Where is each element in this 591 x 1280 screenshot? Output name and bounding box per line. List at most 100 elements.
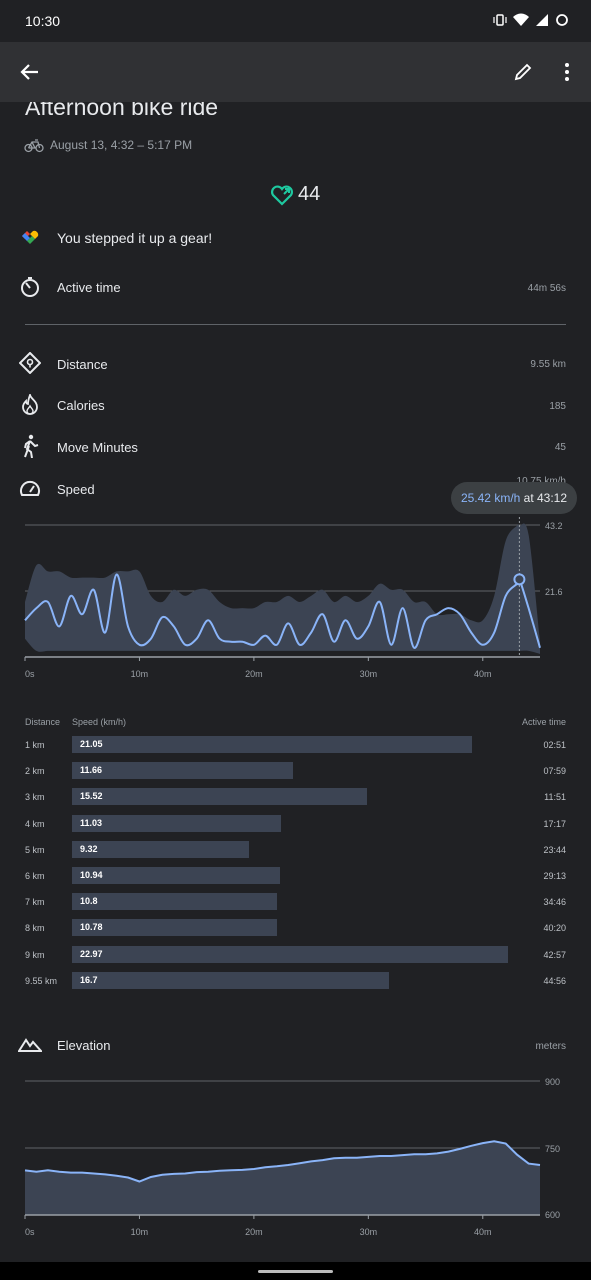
pencil-icon (514, 63, 532, 81)
speed-xtick-label: 20m (245, 669, 263, 679)
speed-xtick-label: 0s (25, 669, 35, 679)
status-bar: 10:30 (0, 0, 591, 42)
split-speed-value: 10.8 (80, 896, 98, 907)
active-time-value: 44m 56s (527, 283, 566, 294)
elevation-label: Elevation (57, 1038, 111, 1053)
speed-chart[interactable]: 43.2 21.6 0s 10m 20m 30m 40m (0, 515, 591, 685)
more-vert-icon (565, 63, 569, 81)
split-time: 07:59 (543, 766, 566, 777)
walking-icon (18, 434, 42, 458)
timer-icon (18, 275, 42, 299)
split-speed-value: 16.7 (80, 974, 98, 985)
speed-label: Speed (57, 482, 95, 497)
split-time: 17:17 (543, 818, 566, 829)
elev-ytick-750: 750 (545, 1144, 560, 1154)
splits-header-time: Active time (521, 717, 566, 727)
elev-xtick-label: 30m (360, 1227, 378, 1237)
speed-ytick-mid: 21.6 (545, 587, 563, 597)
split-speed-bar: 11.03 (72, 814, 281, 832)
split-speed-value: 15.52 (80, 791, 103, 802)
speed-value: 10.75 km/h (517, 476, 566, 487)
split-speed-bar: 11.66 (72, 762, 293, 780)
speed-xtick-label: 30m (360, 669, 378, 679)
flame-icon (18, 393, 42, 417)
elevation-area (25, 1141, 540, 1215)
elevation-unit: meters (535, 1041, 566, 1052)
split-speed-value: 21.05 (80, 739, 103, 749)
status-icons (493, 13, 569, 27)
home-handle[interactable] (258, 1270, 333, 1273)
split-speed-value: 11.66 (80, 765, 103, 776)
split-distance: 1 km (25, 740, 45, 750)
split-speed-value: 10.78 (80, 922, 103, 933)
split-time: 44:56 (543, 975, 566, 986)
split-distance: 2 km (25, 766, 45, 777)
split-speed-bar: 22.97 (72, 945, 508, 963)
split-distance: 9.55 km (25, 975, 58, 986)
split-speed-value: 10.94 (80, 870, 103, 880)
split-speed-bar: 21.05 (72, 736, 472, 753)
heart-points-value: 44 (298, 183, 321, 205)
active-time-label: Active time (57, 280, 121, 295)
bike-icon (24, 139, 44, 153)
elev-xtick-label: 0s (25, 1227, 35, 1237)
split-time: 40:20 (543, 923, 566, 934)
insight-text: You stepped it up a gear! (57, 230, 213, 246)
split-time: 11:51 (544, 792, 566, 803)
split-speed-bar: 16.7 (72, 971, 389, 989)
heart-points-icon (271, 185, 293, 206)
distance-value: 9.55 km (530, 359, 566, 370)
status-time: 10:30 (25, 13, 61, 29)
vibrate-icon (493, 14, 507, 26)
app-bar (0, 42, 591, 102)
speed-tooltip: 25.42 km/h at 43:12 (451, 482, 577, 514)
activity-datetime: August 13, 4:32 – 5:17 PM (50, 138, 193, 152)
split-speed-value: 22.97 (80, 948, 103, 959)
split-speed-bar: 15.52 (72, 788, 367, 806)
split-distance: 9 km (25, 949, 45, 960)
activity-title: Afternoon bike ride (25, 102, 219, 120)
speedometer-icon (18, 476, 42, 500)
back-button[interactable] (16, 58, 44, 86)
split-speed-bar: 10.94 (72, 867, 280, 884)
divider (25, 324, 566, 325)
elev-xtick-label: 40m (474, 1227, 492, 1237)
elev-ytick-900: 900 (545, 1077, 560, 1087)
split-distance: 7 km (25, 897, 45, 908)
speed-xtick-label: 40m (474, 669, 492, 679)
calories-label: Calories (57, 398, 105, 413)
split-speed-bar: 9.32 (72, 840, 249, 858)
arrow-back-icon (20, 64, 38, 80)
more-options-button[interactable] (553, 58, 581, 86)
split-distance: 4 km (25, 818, 45, 829)
move-minutes-label: Move Minutes (57, 440, 138, 455)
split-distance: 6 km (25, 871, 45, 881)
speed-range-band (25, 523, 540, 654)
battery-saver-icon (556, 14, 568, 26)
split-speed-bar: 10.8 (72, 893, 277, 911)
edit-button[interactable] (509, 58, 537, 86)
mountain-icon (18, 1038, 42, 1052)
split-speed-value: 11.03 (80, 817, 103, 828)
elevation-chart[interactable]: 900 750 600 0s 10m 20m 30m 40m (0, 1070, 591, 1240)
speed-marker-dot[interactable] (513, 573, 526, 586)
elev-xtick-label: 10m (131, 1227, 149, 1237)
elevation-line (24, 1140, 541, 1183)
tooltip-time: at 43:12 (520, 491, 568, 505)
elev-xtick-label: 20m (245, 1227, 263, 1237)
speed-line (24, 573, 541, 649)
split-time: 23:44 (543, 844, 566, 855)
distance-icon (18, 351, 42, 375)
split-speed-value: 9.32 (80, 843, 98, 854)
split-time: 34:46 (543, 897, 566, 908)
wifi-icon (513, 13, 529, 26)
signal-icon (536, 14, 548, 26)
split-distance: 5 km (25, 844, 45, 855)
splits-header-distance: Distance (25, 717, 61, 727)
calories-value: 185 (549, 401, 566, 412)
split-distance: 3 km (25, 792, 45, 803)
move-minutes-value: 45 (554, 442, 566, 453)
split-time: 42:57 (543, 949, 566, 960)
elev-ytick-600: 600 (545, 1210, 560, 1220)
title-clip: Afternoon bike ride (0, 102, 591, 132)
